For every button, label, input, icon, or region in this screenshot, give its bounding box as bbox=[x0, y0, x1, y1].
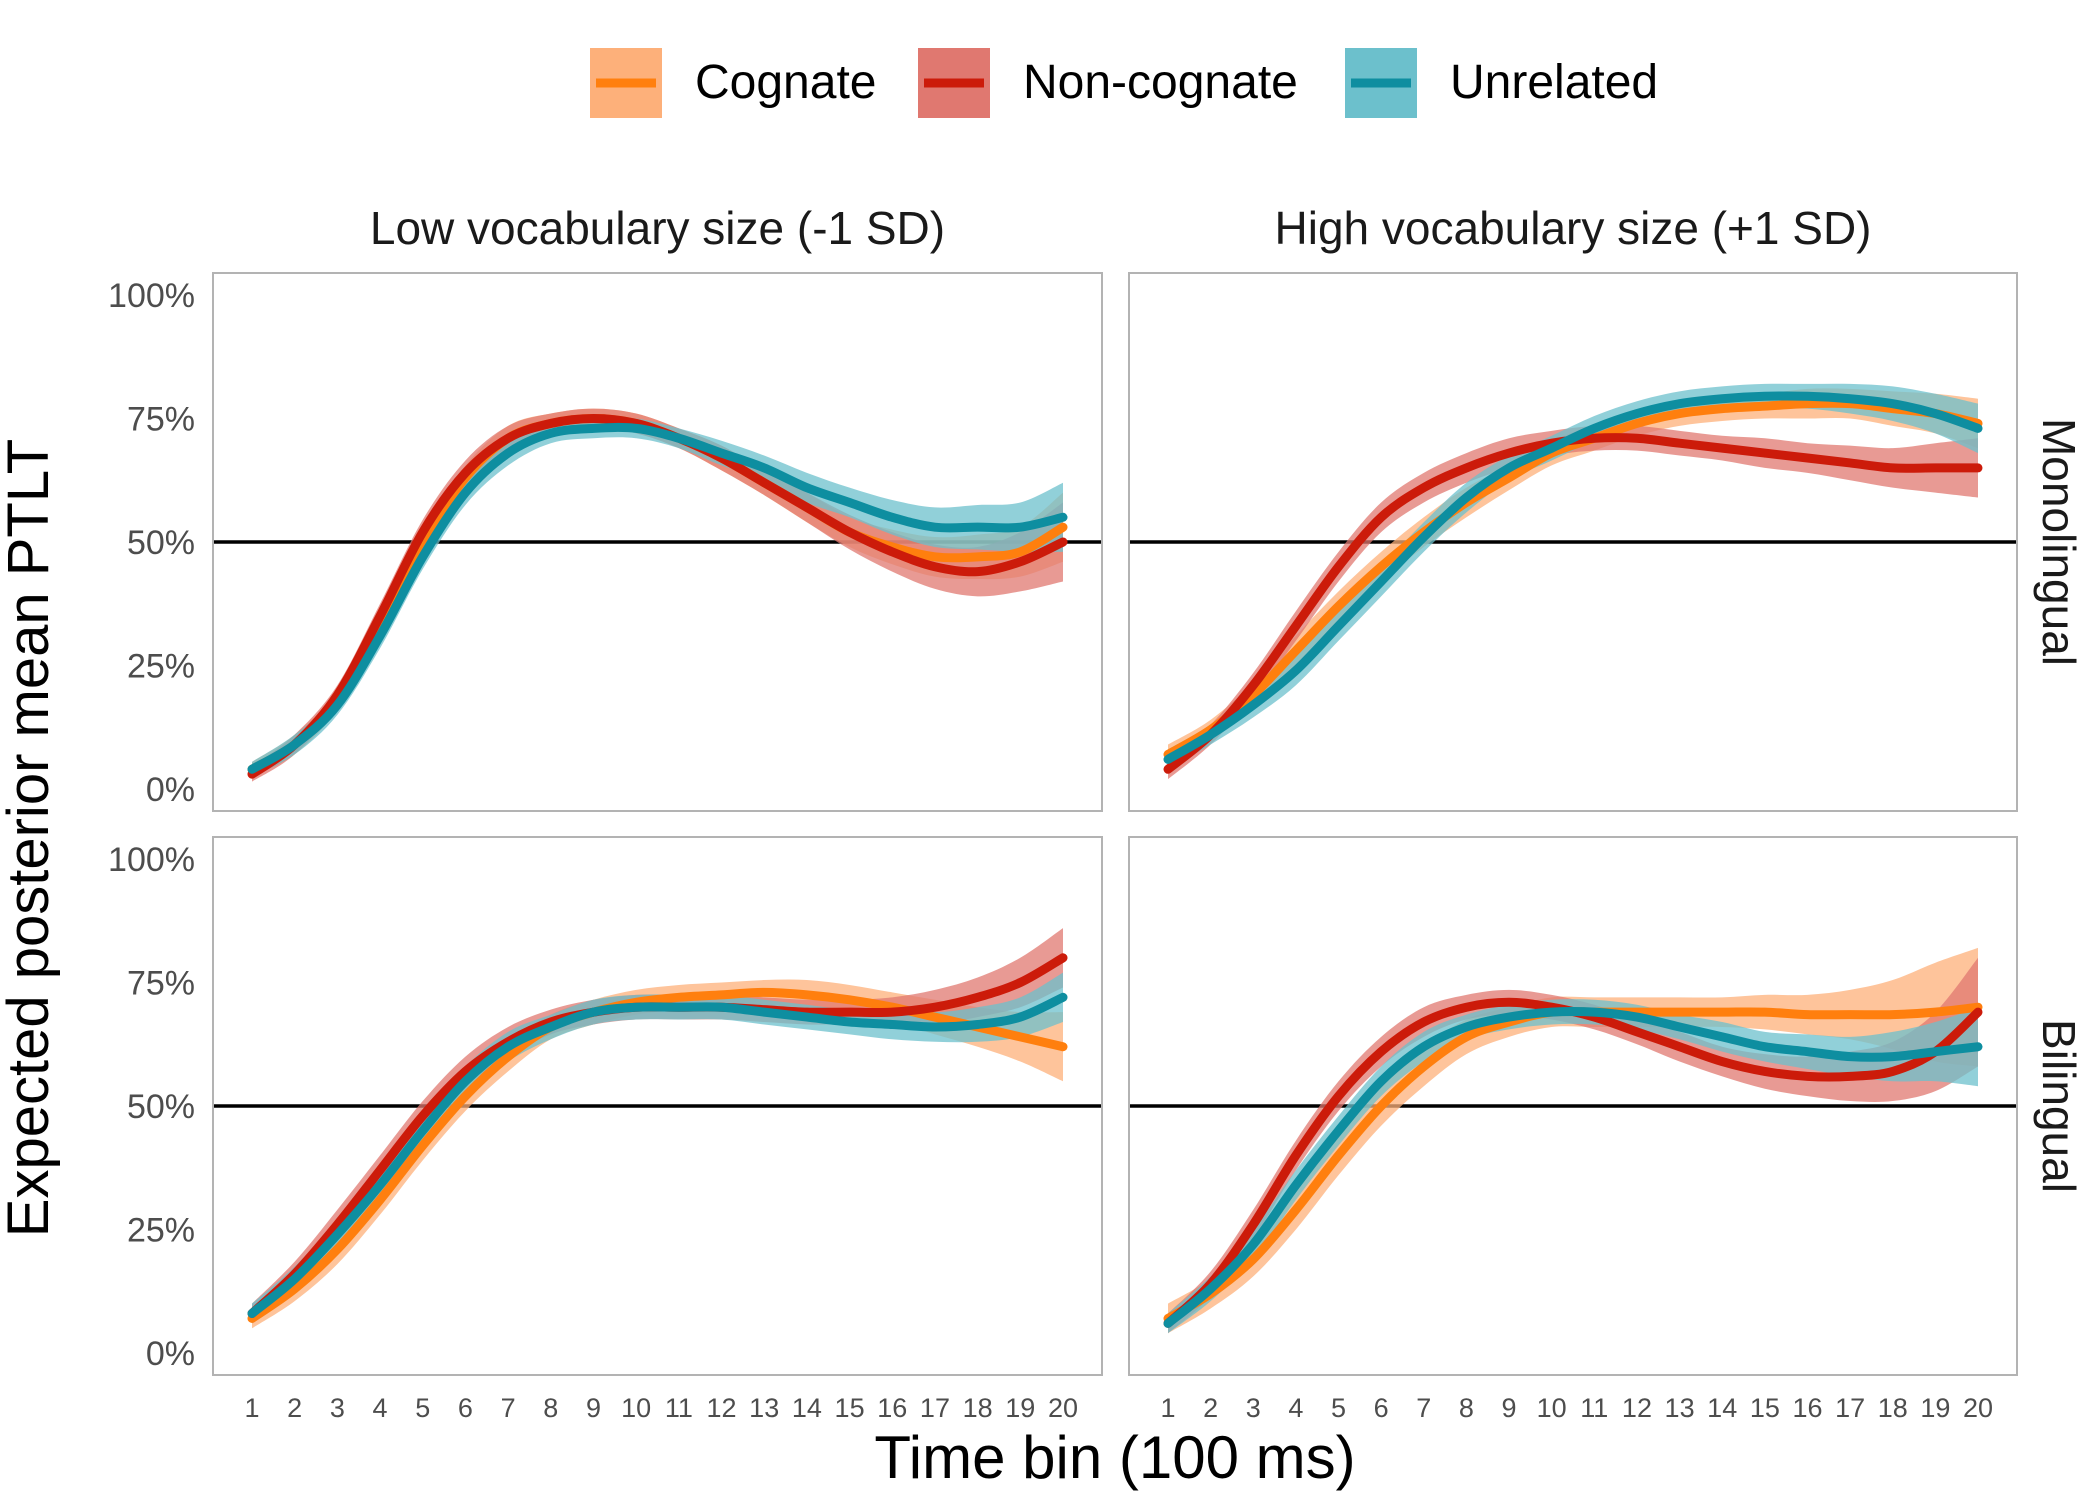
y-tick-label: 50% bbox=[127, 1088, 195, 1126]
y-tick-label: 75% bbox=[127, 965, 195, 1003]
column-facet-label: High vocabulary size (+1 SD) bbox=[1275, 202, 1872, 254]
panel-border bbox=[1128, 836, 2018, 1376]
x-tick-label: 3 bbox=[1246, 1393, 1261, 1423]
y-tick-label: 0% bbox=[146, 771, 195, 809]
x-tick-label: 10 bbox=[621, 1393, 651, 1423]
facet-strips: Low vocabulary size (-1 SD) High vocabula… bbox=[370, 202, 2085, 1193]
legend-label: Non-cognate bbox=[1023, 56, 1298, 109]
row-facet-label: Bilingual bbox=[2033, 1019, 2085, 1193]
x-tick-label: 19 bbox=[1920, 1393, 1950, 1423]
ci-band-cognate bbox=[1168, 388, 1978, 765]
x-tick-label: 11 bbox=[1580, 1393, 1608, 1423]
x-tick-label: 8 bbox=[1459, 1393, 1474, 1423]
y-tick-label: 0% bbox=[146, 1335, 195, 1373]
x-tick-label: 6 bbox=[1374, 1393, 1389, 1423]
series-line-unrelated bbox=[247, 422, 1068, 774]
x-tick-label: 9 bbox=[1502, 1393, 1517, 1423]
x-tick-label: 13 bbox=[749, 1393, 779, 1423]
x-tick-label: 5 bbox=[1331, 1393, 1346, 1423]
x-tick-label: 20 bbox=[1048, 1393, 1078, 1423]
series-line-unrelated bbox=[247, 992, 1068, 1318]
row-facet-label: Monolingual bbox=[2033, 418, 2085, 666]
x-tick-label: 18 bbox=[1878, 1393, 1908, 1423]
x-tick-label: 4 bbox=[373, 1393, 388, 1423]
y-tick-label: 25% bbox=[127, 1212, 195, 1250]
panel-monolingual-low-vocab: 0% 25% 50% 75% 100% bbox=[108, 272, 1103, 812]
x-tick-label: 3 bbox=[330, 1393, 345, 1423]
legend: Cognate Non-cognate Unrelated bbox=[590, 48, 1658, 118]
panel-bilingual-high-vocab: 1 2 3 4 5 6 7 8 9 10 11 12 13 14 15 16 17 18 19 20 bbox=[1128, 836, 2018, 1423]
y-tick-label: 100% bbox=[108, 841, 195, 879]
ci-band-cognate bbox=[1168, 947, 1978, 1334]
y-tick-label: 75% bbox=[127, 401, 195, 439]
x-tick-label: 18 bbox=[963, 1393, 993, 1423]
legend-item-unrelated: Unrelated bbox=[1345, 48, 1658, 118]
x-tick-label: 7 bbox=[501, 1393, 516, 1423]
axes: Time bin (100 ms) Expected posterior mea… bbox=[0, 439, 1356, 1491]
x-tick-label: 14 bbox=[1707, 1393, 1737, 1423]
panels: 0%25%50%75%100%0%25%50%75%100%1 2 3 4 5 6 7 8 9 1… bbox=[108, 272, 2018, 1423]
panel-border bbox=[212, 272, 1103, 812]
x-tick-label: 20 bbox=[1963, 1393, 1993, 1423]
column-facet-label: Low vocabulary size (-1 SD) bbox=[370, 202, 945, 254]
plot-area bbox=[1129, 383, 2017, 780]
x-tick-label: 16 bbox=[1792, 1393, 1822, 1423]
series-line-cognate bbox=[247, 987, 1068, 1323]
legend-label: Unrelated bbox=[1450, 56, 1658, 109]
series-line-cognate bbox=[1163, 398, 1983, 759]
x-tick-label: 12 bbox=[1622, 1393, 1652, 1423]
y-tick-label: 100% bbox=[108, 277, 195, 315]
legend-label: Cognate bbox=[695, 56, 876, 109]
x-tick-label: 1 bbox=[1160, 1393, 1175, 1423]
x-tick-label: 14 bbox=[792, 1393, 822, 1423]
x-tick-label: 19 bbox=[1005, 1393, 1035, 1423]
series-line-unrelated bbox=[1163, 1007, 1983, 1328]
x-tick-label: 6 bbox=[458, 1393, 473, 1423]
x-tick-label: 10 bbox=[1537, 1393, 1567, 1423]
x-tick-label: 11 bbox=[665, 1393, 693, 1423]
x-tick-label: 9 bbox=[586, 1393, 601, 1423]
x-tick-label: 16 bbox=[877, 1393, 907, 1423]
x-tick-label: 15 bbox=[1750, 1393, 1780, 1423]
panel-border bbox=[1128, 272, 2018, 812]
x-tick-label: 8 bbox=[543, 1393, 558, 1423]
ci-band-non-cognate bbox=[1168, 957, 1978, 1334]
x-tick-label: 7 bbox=[1416, 1393, 1431, 1423]
plot-area bbox=[1129, 947, 2017, 1334]
plot-area bbox=[213, 408, 1102, 782]
x-axis-title: Time bin (100 ms) bbox=[874, 1424, 1355, 1491]
x-tick-label: 17 bbox=[1835, 1393, 1865, 1423]
x-tick-label: 4 bbox=[1288, 1393, 1303, 1423]
y-axis-title: Expected posterior mean PTLT bbox=[0, 439, 61, 1237]
ci-band-unrelated bbox=[1168, 999, 1978, 1334]
x-tick-label: 12 bbox=[707, 1393, 737, 1423]
plot-area bbox=[213, 928, 1102, 1329]
ci-band-non-cognate bbox=[1168, 425, 1978, 780]
x-tick-label: 15 bbox=[835, 1393, 865, 1423]
x-tick-label: 13 bbox=[1665, 1393, 1695, 1423]
legend-item-cognate: Cognate bbox=[590, 48, 876, 118]
y-tick-label: 25% bbox=[127, 648, 195, 686]
x-tick-label: 2 bbox=[1203, 1393, 1218, 1423]
x-tick-label: 5 bbox=[415, 1393, 430, 1423]
panel-border bbox=[212, 836, 1103, 1376]
x-tick-label: 2 bbox=[287, 1393, 302, 1423]
legend-item-non-cognate: Non-cognate bbox=[918, 48, 1298, 118]
series-line-unrelated bbox=[1163, 391, 1983, 764]
y-tick-label: 50% bbox=[127, 524, 195, 562]
panel-bilingual-low-vocab: 0%25%50%75%100%1 2 3 4 5 6 7 8 9 10 11 12 13 14 15 16 17… bbox=[108, 836, 1103, 1423]
x-tick-label: 17 bbox=[920, 1393, 950, 1423]
x-tick-label: 1 bbox=[244, 1393, 259, 1423]
panel-monolingual-high-vocab bbox=[1128, 272, 2018, 812]
